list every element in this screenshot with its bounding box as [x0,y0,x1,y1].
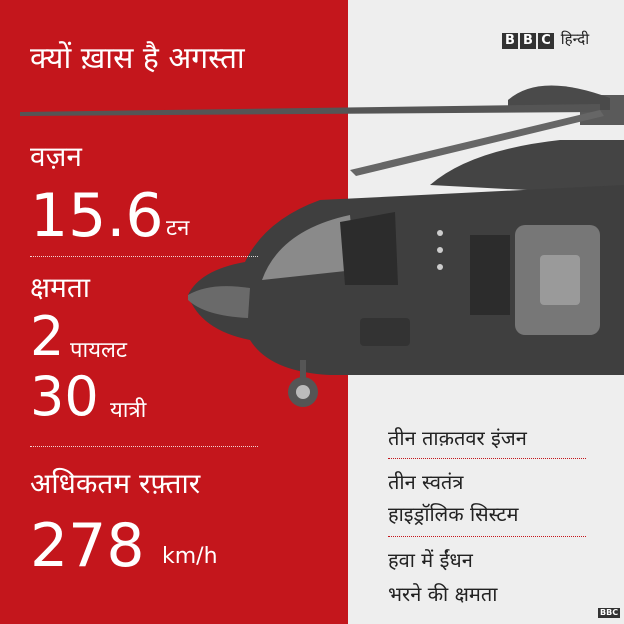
feature: हवा में ईंधन [388,548,473,572]
feature: भरने की क्षमता [388,582,498,606]
stat-unit: टन [166,216,190,241]
stat-unit: पायलट [70,338,127,363]
stat-value: 278 [30,511,145,581]
divider [388,536,586,537]
stat-label: अधिकतम रफ़्तार [30,467,201,500]
stat-value: 15.6 [30,181,164,251]
title: क्यों ख़ास है अगस्ता [30,41,245,76]
stat-label: क्षमता [30,271,91,304]
divider [388,458,586,459]
stat-unit: यात्री [110,398,147,423]
feature: तीन स्वतंत्र [388,470,464,494]
stat-value: 30 [30,365,99,428]
stat-unit: km/h [162,544,218,569]
feature: तीन ताक़तवर इंजन [388,426,527,450]
divider [30,446,258,447]
stat-label: वज़न [30,140,82,173]
footer-credit: BBC [598,608,621,618]
feature: हाइड्रॉलिक सिस्टम [388,502,519,526]
stat-value: 2 [30,305,65,368]
brand-language: हिन्दी [560,30,590,48]
divider [30,256,258,257]
